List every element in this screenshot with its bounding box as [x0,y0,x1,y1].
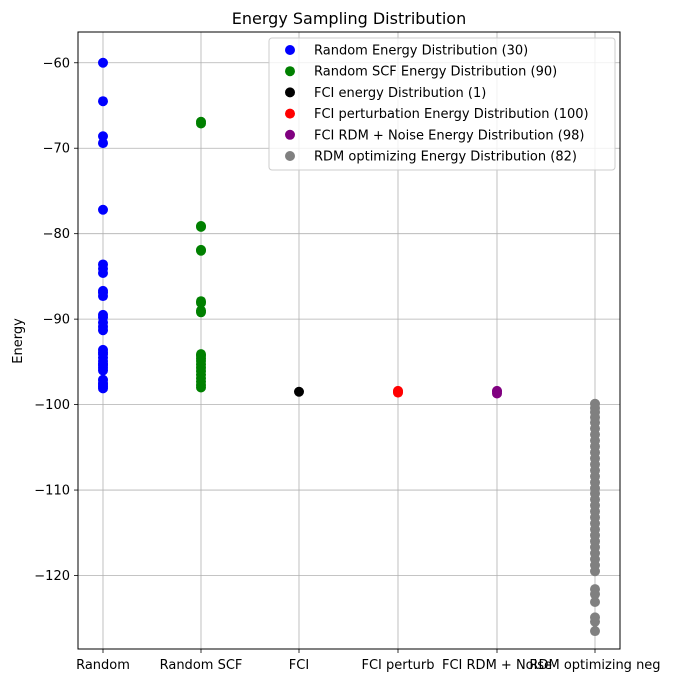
legend-label: Random Energy Distribution (30) [314,44,528,59]
legend-marker [285,45,295,55]
legend-box [268,37,616,171]
y-tick-label: −90 [43,313,70,328]
x-tick-label: Random SCF [160,658,243,673]
data-point [98,285,108,296]
legend-items: Random Energy Distribution (30) Random SC… [285,44,589,165]
legend-marker [285,66,295,77]
plot-frame [77,31,621,650]
data-point [98,379,108,390]
data-point [196,307,206,318]
data-point [393,387,403,398]
data-point [98,96,108,107]
data-point [98,365,108,376]
legend: Random Energy Distribution (30) Random SC… [268,37,616,171]
data-point [196,245,206,256]
x-tick-label: FCI [289,658,309,673]
legend-label: Random SCF Energy Distribution (90) [314,65,557,80]
data-point [98,312,108,323]
data-point [590,616,600,627]
chart-title: Energy Sampling Distribution [232,9,466,28]
y-axis-label: Energy [11,318,26,364]
data-point [98,347,108,358]
axis-ticks: Random Random SCF FCI FCI perturb FCI RDM + … [34,56,660,673]
data-point [590,589,600,600]
y-tick-label: −100 [34,398,70,413]
data-points [98,57,600,637]
data-point [590,626,600,637]
legend-label: FCI energy Distribution (1) [314,86,486,101]
y-tick-label: −60 [43,56,70,71]
data-point [590,566,600,577]
x-tick-label: RDM optimizing neg [529,658,660,673]
data-point [98,131,108,142]
data-point [590,596,600,607]
data-point [196,118,206,129]
data-point [98,358,108,369]
legend-label: FCI RDM + Noise Energy Distribution (98) [314,128,584,143]
data-point [294,386,304,397]
y-tick-label: −110 [34,484,70,499]
legend-marker [285,151,295,161]
data-point [98,138,108,149]
data-point [196,382,206,393]
y-tick-label: −70 [43,142,70,157]
data-point [196,297,206,308]
y-tick-label: −120 [34,569,70,584]
x-tick-label: FCI RDM + Noise [442,658,552,673]
data-point [98,325,108,336]
legend-marker [285,108,295,119]
data-point [98,267,108,278]
x-tick-label: Random [76,658,130,673]
data-point [492,388,502,399]
x-tick-label: FCI perturb [361,658,434,673]
legend-label: FCI perturbation Energy Distribution (10… [314,107,589,122]
data-point [196,221,206,232]
data-point [98,57,108,68]
data-point [98,204,108,215]
legend-label: RDM optimizing Energy Distribution (82) [314,150,577,165]
legend-marker [285,87,295,98]
legend-marker [285,129,295,140]
y-tick-label: −80 [43,227,70,242]
